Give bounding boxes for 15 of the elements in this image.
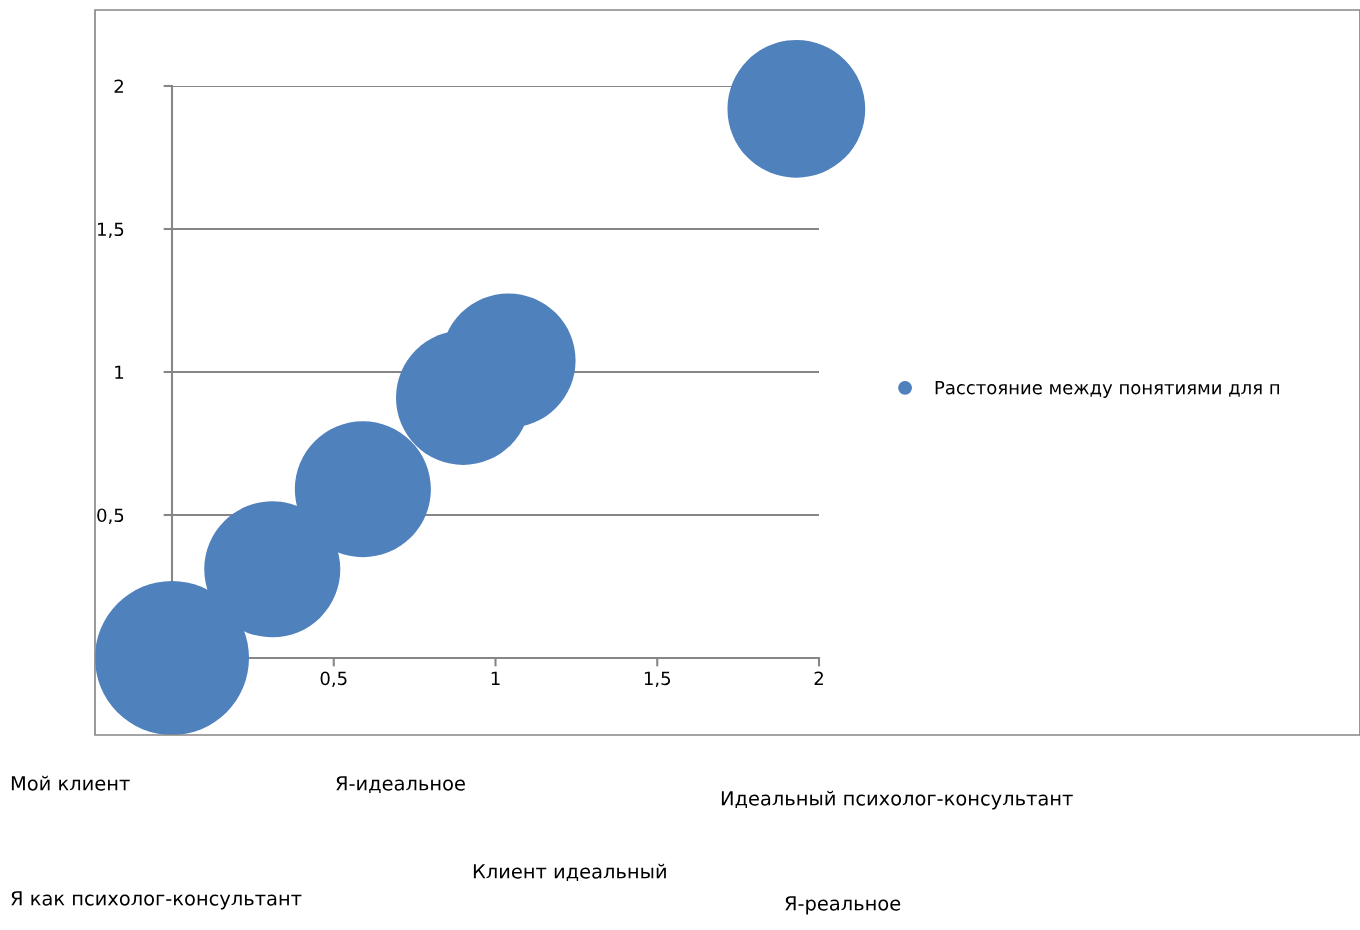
y-tick-label: 1 (115, 365, 124, 379)
legend-label: Расстояние между понятиями для п (935, 380, 1279, 398)
y-tick-label: 1,5 (98, 222, 124, 238)
text: Клиент идеальный (473, 863, 666, 882)
x-tick-label: 1,5 (644, 671, 671, 688)
x-tick-label: 2 (814, 671, 823, 685)
text: Идеальный психолог-консультант (721, 790, 1073, 810)
text: Я-реальное (785, 896, 901, 915)
text: Я-идеальное (336, 776, 465, 794)
x-tick-label: 1 (491, 671, 500, 685)
x-tick-label: 0,5 (320, 671, 347, 688)
text: Мой клиент (11, 775, 130, 791)
y-tick-label: 2 (114, 79, 123, 93)
y-tick-label: 0,5 (97, 508, 124, 524)
text: Я как психолог-консультант (11, 891, 302, 910)
